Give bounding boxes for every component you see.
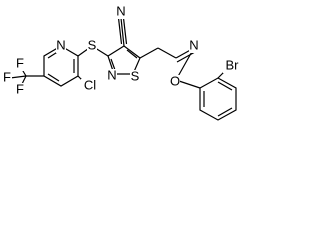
benzene-ring xyxy=(199,77,237,121)
label-bg xyxy=(107,69,117,83)
label-bg xyxy=(56,39,66,53)
atom-label: N xyxy=(56,37,65,52)
bond xyxy=(157,47,177,59)
double-bond xyxy=(176,51,196,63)
bond xyxy=(120,17,125,47)
atom-label: Br xyxy=(226,57,240,72)
label-bg xyxy=(116,5,126,19)
label-bg xyxy=(130,70,140,84)
atom-label: S xyxy=(88,37,97,52)
atom-label: F xyxy=(16,55,24,70)
atom-label: F xyxy=(3,69,11,84)
bond xyxy=(122,17,128,45)
double-bond xyxy=(110,58,116,71)
label-bg xyxy=(2,71,12,85)
label-bg xyxy=(223,59,241,73)
bond xyxy=(9,75,27,79)
bonds xyxy=(9,17,237,121)
double-bond xyxy=(126,49,138,59)
double-bond xyxy=(217,107,233,117)
atom-label: Cl xyxy=(84,77,96,92)
atom-label: N xyxy=(107,67,116,82)
atom-label: O xyxy=(170,73,180,88)
double-bond xyxy=(217,81,233,91)
label-bg xyxy=(15,83,25,97)
atom-label: F xyxy=(16,81,24,96)
label-bg xyxy=(170,75,180,89)
bond xyxy=(175,47,195,81)
label-bg xyxy=(189,39,199,53)
bond xyxy=(139,47,159,59)
label-bg xyxy=(15,57,25,71)
bond xyxy=(117,17,123,45)
atom-label: S xyxy=(131,68,140,83)
label-bg xyxy=(81,79,99,93)
atom-label: N xyxy=(189,37,198,52)
atom-label: N xyxy=(116,3,125,18)
label-bg xyxy=(87,39,97,53)
double-bond xyxy=(47,73,60,82)
